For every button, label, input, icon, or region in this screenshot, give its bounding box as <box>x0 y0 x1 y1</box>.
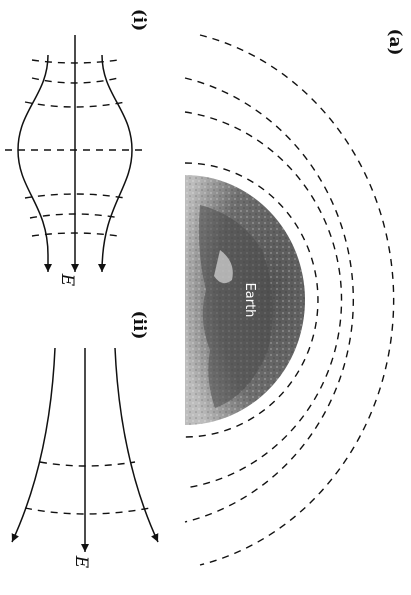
field-line-ii-top <box>11 347 56 543</box>
panel-a-label: (a) <box>385 28 405 55</box>
equipotential-arc-4 <box>199 34 395 566</box>
panel-ii: (ii) E <box>11 310 159 569</box>
panel-i-eq-7 <box>31 232 119 237</box>
earth-label: Earth <box>242 283 257 318</box>
earth: Earth <box>185 175 305 425</box>
earth-bright-patch <box>214 250 233 284</box>
panel-i-eq-6 <box>29 213 121 219</box>
panel-ii-eq-2 <box>24 507 151 515</box>
panel-i-eq-2 <box>31 77 119 84</box>
field-line-bottom <box>98 54 133 273</box>
panel-ii-label: (ii) <box>129 310 149 339</box>
equipotential-arc-3 <box>184 77 354 523</box>
panel-i: (i) E <box>5 9 149 287</box>
field-line-top <box>17 54 49 256</box>
panel-a: Earth (a) <box>184 28 405 566</box>
panel-i-label: (i) <box>129 9 149 32</box>
panel-ii-eq-1 <box>39 461 136 467</box>
equipotential-arc-1 <box>184 162 319 438</box>
equipotential-arc-2 <box>184 111 343 489</box>
panel-ii-field-label: E <box>71 555 91 569</box>
earth-landmass <box>198 205 273 408</box>
field-line-ii-bottom <box>114 347 159 543</box>
panel-i-eq-1 <box>31 59 119 64</box>
panel-i-field-label: E <box>57 273 77 287</box>
